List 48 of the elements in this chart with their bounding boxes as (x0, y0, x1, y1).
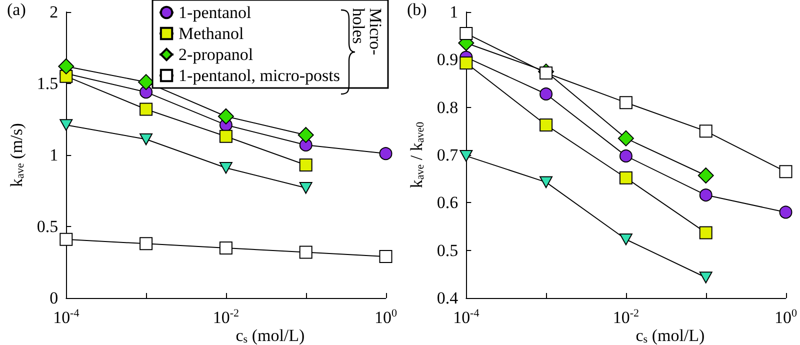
y-tick-label: 0.5 (36, 217, 58, 236)
y-tick-label: 0 (50, 288, 58, 308)
point (140, 133, 153, 146)
point (140, 102, 153, 116)
legend-label: 1-pentanol (178, 3, 252, 22)
legend-label: 2-propanol (178, 45, 254, 64)
y-tick-label: 0.6 (436, 193, 458, 212)
point (698, 167, 714, 184)
point (699, 188, 712, 202)
point (299, 158, 312, 172)
point (619, 233, 632, 246)
annotation: Micro- holes (349, 8, 385, 56)
y-tick-label: 0.4 (436, 288, 459, 308)
point (779, 206, 792, 219)
y-tick-label: 0.5 (436, 240, 458, 260)
point (540, 118, 553, 132)
legend-label: 1-pentanol, micro-posts (178, 66, 340, 85)
point (299, 182, 312, 194)
point (540, 176, 553, 188)
point (699, 124, 712, 138)
chart-title: (b) (407, 0, 427, 19)
legend-label: Methanol (178, 24, 244, 43)
y-tick-label: 2 (50, 2, 58, 22)
point (379, 147, 392, 160)
point (298, 126, 314, 143)
y-tick-label: 1 (50, 146, 58, 164)
point (60, 119, 73, 131)
y-tick-label: 1.5 (36, 74, 58, 93)
point (58, 58, 74, 74)
point (460, 150, 473, 162)
y-tick-label: 0.8 (436, 98, 458, 117)
point (540, 87, 553, 100)
y-tick-label: 1 (450, 2, 458, 22)
point (460, 26, 473, 40)
y-axis-title: kave / kave0 (407, 121, 426, 188)
point (699, 272, 712, 284)
chart-title: (a) (7, 0, 26, 19)
point (619, 149, 632, 162)
point (699, 226, 712, 240)
point (219, 162, 232, 174)
point (619, 171, 632, 184)
point (218, 108, 234, 124)
y-axis-title: kave (m/s) (7, 123, 26, 187)
y-tick-label: 0.7 (436, 146, 459, 164)
point (618, 130, 634, 146)
y-tick-label: 0.9 (436, 50, 458, 70)
point (219, 130, 232, 143)
point (460, 56, 473, 70)
